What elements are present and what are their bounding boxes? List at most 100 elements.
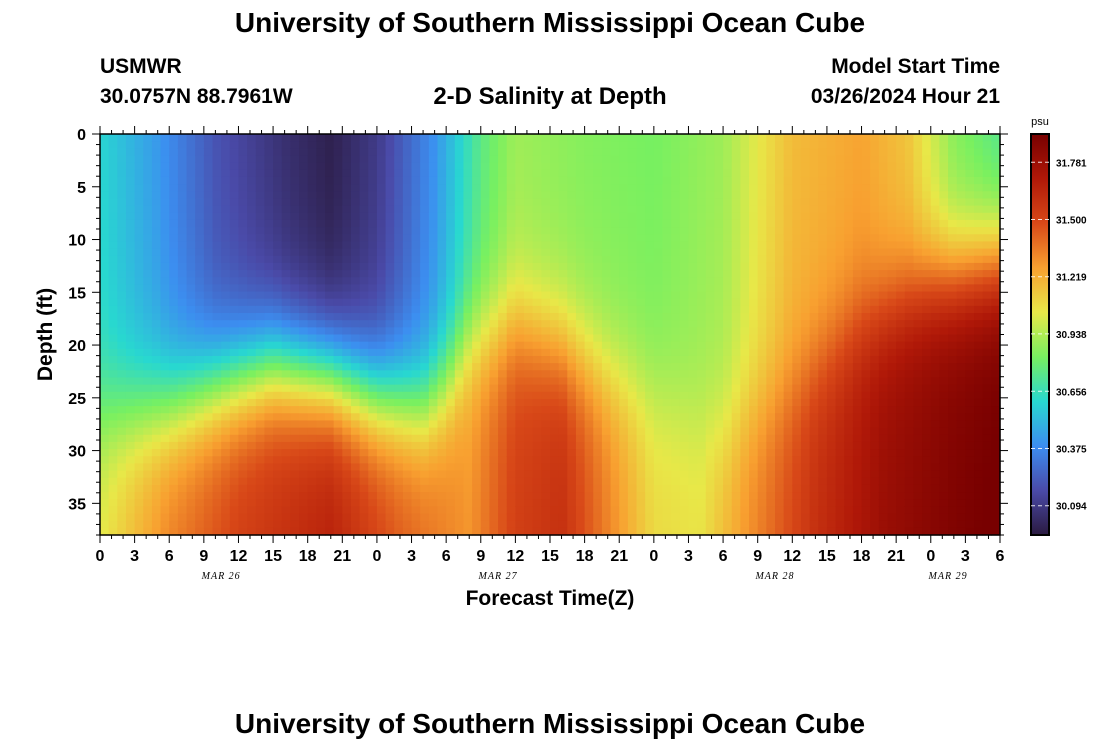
heatmap-cell bbox=[558, 441, 568, 450]
heatmap-cell bbox=[203, 334, 214, 343]
heatmap-cell bbox=[524, 248, 534, 257]
heatmap-cell bbox=[446, 520, 456, 529]
heatmap-cell bbox=[601, 284, 612, 293]
heatmap-cell bbox=[506, 284, 516, 293]
heatmap-cell bbox=[567, 255, 577, 264]
heatmap-cell bbox=[558, 198, 568, 207]
heatmap-cell bbox=[307, 398, 317, 407]
heatmap-cell bbox=[325, 262, 335, 271]
heatmap-cell bbox=[818, 427, 828, 436]
heatmap-cell bbox=[575, 277, 586, 285]
heatmap-cell bbox=[350, 205, 361, 214]
heatmap-cell bbox=[558, 305, 568, 314]
heatmap-cell bbox=[169, 219, 179, 228]
heatmap-cell bbox=[610, 248, 620, 257]
heatmap-cell bbox=[385, 377, 395, 386]
heatmap-cell bbox=[662, 499, 672, 507]
heatmap-cell bbox=[852, 291, 863, 300]
heatmap-cell bbox=[117, 377, 127, 386]
heatmap-cell bbox=[861, 184, 871, 192]
heatmap-cell bbox=[653, 184, 664, 192]
heatmap-cell bbox=[376, 441, 387, 450]
heatmap-cell bbox=[454, 298, 465, 307]
heatmap-cell bbox=[350, 313, 361, 321]
heatmap-cell bbox=[515, 348, 525, 357]
heatmap-cell bbox=[575, 248, 586, 257]
heatmap-cell bbox=[775, 248, 785, 257]
heatmap-cell bbox=[454, 492, 465, 500]
heatmap-cell bbox=[775, 427, 785, 436]
heatmap-cell bbox=[169, 520, 179, 529]
heatmap-cell bbox=[420, 470, 430, 479]
heatmap-cell bbox=[506, 527, 516, 536]
heatmap-cell bbox=[844, 398, 854, 407]
heatmap-cell bbox=[238, 477, 248, 486]
heatmap-cell bbox=[584, 227, 594, 235]
heatmap-cell bbox=[506, 320, 516, 328]
heatmap-cell bbox=[402, 398, 413, 407]
heatmap-cell bbox=[844, 463, 854, 472]
heatmap-cell bbox=[134, 334, 144, 343]
heatmap-cell bbox=[307, 176, 317, 185]
heatmap-cell bbox=[420, 406, 430, 414]
heatmap-cell bbox=[697, 291, 707, 300]
heatmap-cell bbox=[567, 506, 577, 515]
heatmap-cell bbox=[783, 484, 793, 493]
heatmap-cell bbox=[212, 141, 222, 149]
heatmap-cell bbox=[342, 313, 352, 321]
heatmap-cell bbox=[420, 320, 430, 328]
heatmap-cell bbox=[299, 191, 309, 200]
heatmap-cell bbox=[489, 184, 499, 192]
heatmap-cell bbox=[524, 398, 534, 407]
heatmap-cell bbox=[792, 241, 802, 250]
heatmap-cell bbox=[307, 499, 317, 507]
heatmap-cell bbox=[541, 348, 551, 357]
heatmap-cell bbox=[515, 134, 525, 142]
heatmap-cell bbox=[117, 441, 127, 450]
heatmap-cell bbox=[247, 506, 257, 515]
heatmap-cell bbox=[775, 184, 785, 192]
heatmap-cell bbox=[151, 134, 162, 142]
heatmap-cell bbox=[541, 155, 551, 164]
heatmap-cell bbox=[532, 234, 542, 243]
heatmap-cell bbox=[333, 384, 343, 393]
heatmap-cell bbox=[290, 198, 300, 207]
heatmap-cell bbox=[506, 148, 516, 157]
heatmap-cell bbox=[125, 384, 136, 393]
heatmap-cell bbox=[800, 298, 811, 307]
heatmap-cell bbox=[757, 241, 767, 250]
heatmap-cell bbox=[541, 456, 551, 464]
heatmap-cell bbox=[195, 134, 205, 142]
heatmap-cell bbox=[307, 313, 317, 321]
heatmap-cell bbox=[775, 169, 785, 178]
heatmap-cell bbox=[541, 198, 551, 207]
heatmap-cell bbox=[143, 499, 153, 507]
heatmap-cell bbox=[229, 484, 240, 493]
heatmap-cell bbox=[584, 313, 594, 321]
heatmap-cell bbox=[818, 391, 828, 400]
heatmap-cell bbox=[688, 427, 698, 436]
heatmap-cell bbox=[290, 162, 300, 171]
heatmap-cell bbox=[472, 398, 482, 407]
heatmap-cell bbox=[489, 413, 499, 422]
heatmap-cell bbox=[264, 413, 274, 422]
heatmap-cell bbox=[238, 219, 248, 228]
heatmap-cell bbox=[800, 141, 811, 149]
heatmap-cell bbox=[498, 277, 508, 285]
heatmap-cell bbox=[376, 134, 387, 142]
heatmap-cell bbox=[714, 341, 724, 350]
heatmap-cell bbox=[325, 291, 335, 300]
heatmap-cell bbox=[653, 313, 664, 321]
heatmap-cell bbox=[506, 470, 516, 479]
heatmap-cell bbox=[273, 484, 283, 493]
heatmap-cell bbox=[221, 506, 231, 515]
heatmap-cell bbox=[247, 205, 257, 214]
heatmap-cell bbox=[420, 341, 430, 350]
heatmap-cell bbox=[749, 420, 759, 429]
heatmap-cell bbox=[195, 277, 205, 285]
heatmap-cell bbox=[299, 198, 309, 207]
heatmap-cell bbox=[169, 463, 179, 472]
heatmap-cell bbox=[281, 441, 291, 450]
heatmap-cell bbox=[835, 212, 845, 221]
heatmap-cell bbox=[498, 413, 508, 422]
